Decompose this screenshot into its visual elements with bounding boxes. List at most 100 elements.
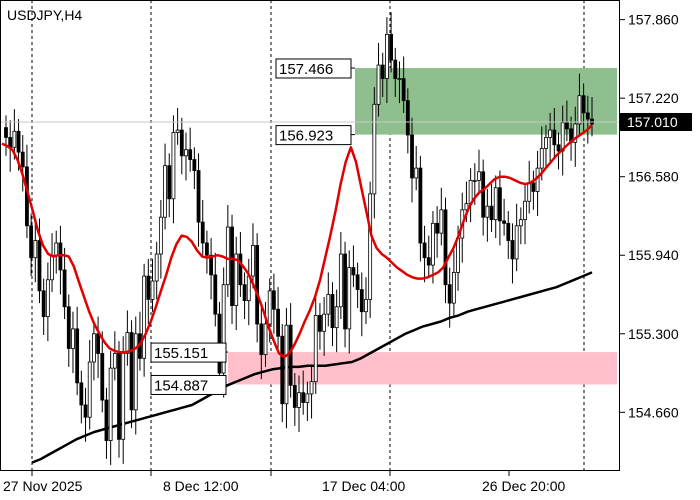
bull-candle (468, 179, 473, 205)
bear-candle (242, 284, 247, 302)
bull-candle (372, 103, 377, 195)
x-tick-label: 26 Dec 20:00 (482, 478, 565, 494)
x-axis: 27 Nov 2025 8 Dec 12:00 17 Dec 04:00 26 Dec… (3, 470, 565, 494)
bear-candle (585, 112, 590, 120)
bear-candle (405, 100, 410, 136)
y-tick-label: 155.300 (628, 326, 679, 342)
bull-candle (485, 205, 490, 218)
bull-candle (451, 272, 456, 304)
bear-candle (351, 267, 356, 276)
bull-candle (544, 137, 548, 149)
demand-top-label: 155.151 (154, 345, 208, 362)
bull-candle (376, 64, 381, 105)
x-tick-label: 17 Dec 04:00 (322, 478, 405, 494)
bear-candle (393, 59, 398, 79)
bull-candle (431, 222, 435, 266)
bear-candle (8, 137, 13, 148)
bull-candle (326, 294, 331, 315)
bull-candle (493, 187, 498, 221)
bear-candle (389, 33, 393, 61)
bear-candle (531, 182, 536, 192)
bull-candle (158, 216, 163, 255)
bull-candle (54, 242, 59, 256)
bull-candle (577, 95, 582, 125)
ma-fast-line (1, 124, 593, 359)
bear-candle (506, 222, 511, 241)
bear-candle (79, 382, 84, 406)
bull-candle (573, 123, 578, 143)
bear-candle (205, 242, 209, 256)
bear-candle (146, 275, 151, 300)
bull-candle (171, 132, 176, 200)
bear-candle (330, 294, 335, 329)
bull-candle (523, 200, 527, 221)
bull-candle (322, 313, 327, 332)
bear-candle (255, 245, 260, 325)
bear-candle (380, 64, 385, 79)
bull-candle (364, 299, 368, 313)
bear-candle (96, 333, 100, 354)
bull-candle (221, 284, 226, 374)
y-tick-label: 155.940 (628, 247, 679, 263)
bull-candle (539, 148, 544, 169)
bull-candle (518, 219, 523, 227)
bear-candle (213, 274, 218, 315)
ma-fast-polyline (1, 124, 593, 359)
bull-candle (112, 353, 117, 369)
bear-candle (75, 328, 80, 384)
bear-candle (447, 284, 452, 304)
bull-candle (150, 280, 155, 300)
zone-labels: 157.466 156.923 155.151 154.887 (150, 58, 355, 395)
bear-candle (41, 290, 46, 318)
bull-candle (33, 240, 38, 259)
bull-candle (439, 209, 444, 234)
bear-candle (498, 187, 502, 222)
bear-candle (343, 253, 347, 330)
bull-candle (133, 333, 138, 411)
bear-candle (552, 129, 557, 146)
bull-candle (334, 306, 339, 329)
chart-title: USDJPY,H4 (7, 7, 82, 23)
bull-candle (234, 253, 239, 306)
bull-candle (125, 332, 130, 354)
bull-candle (45, 279, 50, 318)
bull-candle (92, 333, 96, 363)
bear-candle (62, 269, 67, 308)
bull-candle (368, 193, 373, 300)
bear-candle (4, 127, 8, 138)
bear-candle (556, 144, 561, 152)
bear-candle (129, 332, 134, 411)
candles (4, 12, 594, 466)
bear-candle (510, 240, 515, 260)
bear-candle (581, 95, 586, 114)
bear-candle (192, 159, 197, 171)
bull-candle (225, 226, 230, 286)
supply-bottom-label: 156.923 (279, 128, 333, 145)
bull-candle (477, 171, 481, 181)
bear-candle (502, 220, 507, 224)
bull-candle (71, 328, 75, 349)
bull-candle (184, 149, 188, 157)
bull-candle (472, 179, 477, 182)
y-tick-label: 156.580 (628, 169, 679, 185)
bear-candle (359, 289, 364, 313)
bull-candle (284, 324, 289, 405)
y-axis: 157.860 157.220 156.580 155.940 155.300 154.6… (620, 12, 679, 420)
bull-candle (251, 245, 255, 277)
bull-candle (142, 275, 147, 359)
y-tick-label: 157.860 (628, 12, 679, 28)
bull-candle (560, 122, 565, 152)
bull-candle (50, 254, 54, 281)
bull-candle (12, 130, 17, 148)
bull-candle (305, 393, 310, 403)
bull-candle (175, 129, 180, 133)
bull-candle (87, 361, 92, 418)
bull-candle (548, 129, 553, 138)
bear-candle (355, 274, 360, 291)
bear-candle (100, 353, 105, 401)
bear-candle (188, 149, 193, 160)
bear-candle (230, 226, 234, 306)
current-price-label: 157.010 (627, 114, 678, 130)
bear-candle (276, 308, 280, 337)
